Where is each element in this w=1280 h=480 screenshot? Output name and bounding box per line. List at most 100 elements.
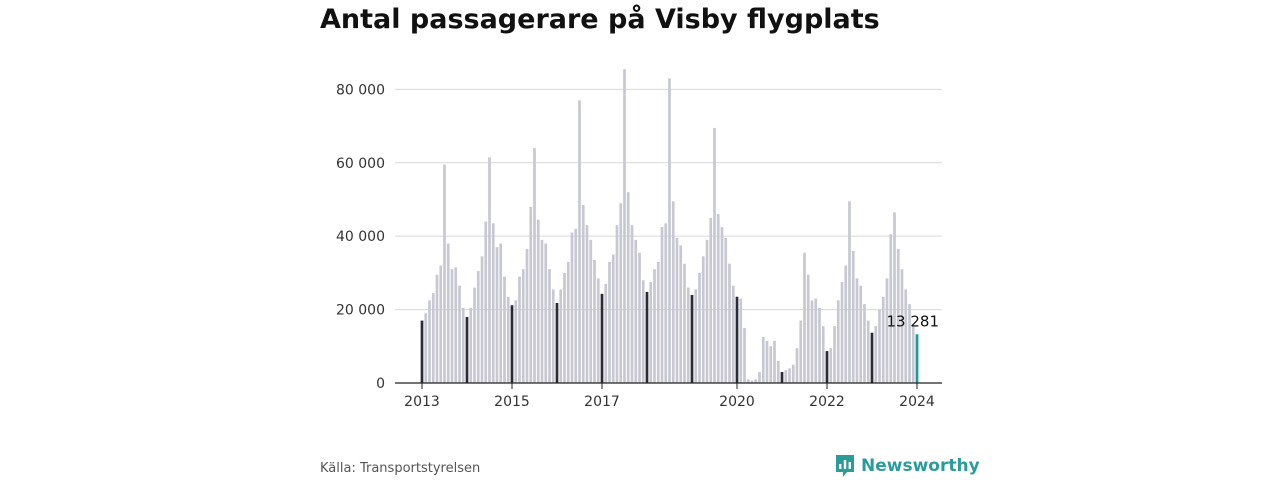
bar [566, 261, 570, 383]
bar [630, 225, 634, 383]
bar [611, 254, 615, 383]
bar [908, 304, 911, 383]
bar [683, 263, 686, 383]
bar [623, 69, 626, 383]
bar [866, 320, 870, 383]
x-tick-label: 2022 [809, 394, 845, 410]
bar [818, 307, 821, 383]
bar [439, 265, 443, 383]
bar [510, 305, 514, 383]
bar [746, 379, 750, 383]
bar [645, 291, 649, 383]
bar [450, 269, 454, 383]
bar [859, 285, 863, 383]
bar [788, 368, 791, 383]
bar [825, 351, 829, 383]
y-axis: 0 20 000 40 000 60 000 80 000 [336, 82, 385, 392]
bar [469, 307, 473, 383]
bar [765, 340, 769, 383]
bar [525, 249, 529, 383]
bar [581, 204, 585, 383]
bar [533, 148, 536, 383]
bar [855, 278, 859, 383]
bar [904, 289, 908, 383]
bar [634, 239, 638, 383]
bar [728, 263, 731, 383]
bar [484, 221, 488, 383]
bar [889, 234, 893, 383]
x-axis: 2013 2015 2017 2020 2022 2024 [404, 383, 935, 410]
bar [521, 269, 525, 383]
y-tick-label: 60 000 [336, 156, 385, 172]
bar [503, 276, 506, 383]
bar [863, 304, 866, 383]
bar [833, 326, 836, 383]
bar [881, 296, 885, 383]
bar [814, 298, 818, 383]
bar [420, 320, 424, 383]
bar [795, 348, 799, 383]
bar [900, 269, 904, 383]
bar [915, 334, 919, 383]
bar [896, 249, 900, 383]
bar [574, 228, 578, 383]
bar [829, 348, 833, 383]
bar [743, 327, 746, 383]
bar [641, 280, 645, 383]
x-tick-label: 2024 [899, 394, 935, 410]
bar [893, 212, 896, 383]
brand: Newsworthy [835, 454, 980, 478]
bar [619, 203, 623, 383]
bar [608, 261, 611, 383]
bar [518, 276, 521, 383]
bar [671, 201, 675, 383]
bar [878, 309, 881, 383]
bar [488, 157, 491, 383]
bar [514, 300, 518, 383]
bar [780, 371, 784, 383]
x-tick-label: 2015 [494, 394, 530, 410]
bar [626, 192, 630, 383]
bar [664, 223, 668, 383]
bar [446, 243, 450, 383]
bar [506, 296, 510, 383]
bar [585, 225, 589, 383]
bar [709, 217, 713, 383]
bar [544, 243, 548, 383]
bar [529, 206, 533, 383]
bar [885, 278, 889, 383]
bar [690, 294, 694, 383]
bar [851, 250, 855, 383]
bar [540, 239, 544, 383]
bar [713, 127, 716, 383]
bar [761, 337, 765, 383]
y-tick-label: 20 000 [336, 303, 385, 319]
source-note: Källa: Transportstyrelsen [320, 461, 481, 476]
bar [784, 370, 788, 383]
bar [668, 78, 671, 384]
bar [473, 287, 476, 383]
bar [836, 300, 840, 383]
bars [420, 69, 919, 384]
bar [758, 371, 761, 383]
bar [735, 296, 739, 383]
bar [559, 289, 563, 383]
y-tick-label: 40 000 [336, 229, 385, 245]
bar [803, 252, 806, 383]
bar [731, 285, 735, 383]
bar [480, 256, 484, 383]
bar [615, 225, 619, 383]
bar [551, 289, 555, 383]
bar [596, 278, 600, 383]
bar [555, 302, 559, 383]
bar [589, 239, 593, 383]
last-value-label: 13 281 [887, 312, 940, 330]
bar [649, 282, 653, 383]
bar [499, 243, 503, 383]
newsworthy-logo-icon [836, 455, 854, 477]
bar [431, 293, 435, 383]
bar [686, 287, 690, 383]
bar [458, 285, 461, 383]
bar [656, 261, 660, 383]
